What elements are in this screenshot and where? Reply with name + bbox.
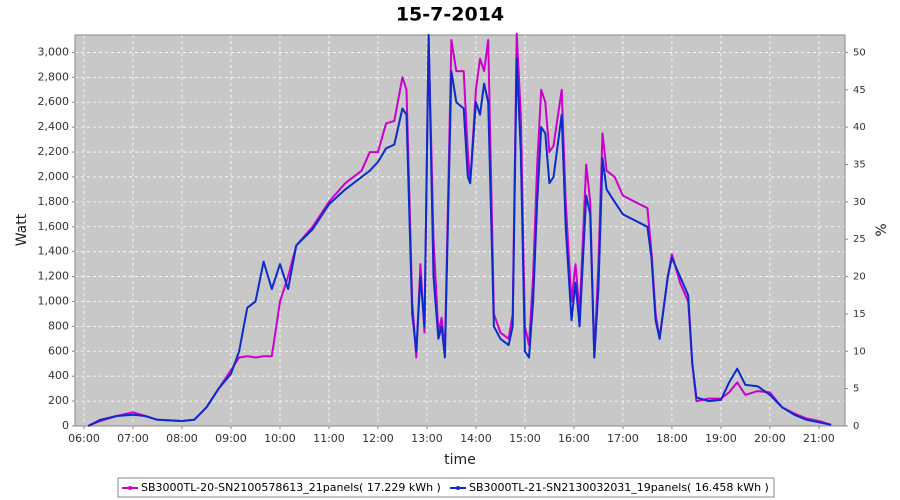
y2-tick-label: 45 bbox=[853, 85, 866, 96]
y2-axis-label: % bbox=[874, 223, 890, 236]
x-tick-label: 21:00 bbox=[803, 432, 835, 445]
y-tick-label: 2,200 bbox=[38, 145, 70, 158]
x-tick-label: 17:00 bbox=[607, 432, 639, 445]
series-line bbox=[87, 34, 832, 427]
y-tick-label: 800 bbox=[48, 319, 69, 332]
x-tick-label: 08:00 bbox=[166, 432, 198, 445]
x-tick-label: 07:00 bbox=[117, 432, 149, 445]
y2-tick-label: 50 bbox=[853, 47, 866, 58]
legend-label: SB3000TL-20-SN2100578613_21panels( 17.22… bbox=[141, 481, 441, 494]
legend bbox=[117, 477, 775, 498]
plot-border bbox=[74, 34, 846, 427]
chart-title: 15-7-2014 bbox=[396, 4, 504, 26]
y-tick-label: 1,400 bbox=[38, 245, 70, 258]
y2-tick-label: 5 bbox=[853, 384, 859, 395]
y2-tick-label: 0 bbox=[853, 421, 859, 432]
y-tick-label: 0 bbox=[62, 419, 69, 432]
series-line bbox=[87, 32, 832, 427]
legend-label: SB3000TL-21-SN2130032031_19panels( 16.45… bbox=[469, 481, 769, 494]
x-tick-label: 09:00 bbox=[215, 432, 247, 445]
x-tick-label: 16:00 bbox=[558, 432, 590, 445]
y-tick-label: 2,800 bbox=[38, 70, 70, 83]
x-tick-label: 12:00 bbox=[362, 432, 394, 445]
x-axis-label: time bbox=[444, 452, 476, 468]
x-tick-label: 10:00 bbox=[264, 432, 296, 445]
y2-tick-label: 25 bbox=[853, 234, 866, 245]
y-tick-label: 400 bbox=[48, 369, 69, 382]
x-tick-label: 20:00 bbox=[754, 432, 786, 445]
y-tick-label: 1,200 bbox=[38, 270, 70, 283]
y-tick-label: 3,000 bbox=[38, 45, 70, 58]
x-tick-label: 13:00 bbox=[411, 432, 443, 445]
y2-tick-label: 40 bbox=[853, 122, 866, 133]
y2-tick-label: 20 bbox=[853, 272, 866, 283]
x-tick-label: 11:00 bbox=[313, 432, 345, 445]
x-tick-label: 06:00 bbox=[68, 432, 100, 445]
y-tick-label: 200 bbox=[48, 394, 69, 407]
legend-marker bbox=[456, 486, 460, 490]
y-tick-label: 600 bbox=[48, 344, 69, 357]
y-axis-label: Watt bbox=[14, 213, 30, 246]
y2-tick-label: 10 bbox=[853, 346, 866, 357]
y-tick-label: 1,800 bbox=[38, 195, 70, 208]
y-tick-label: 2,000 bbox=[38, 170, 70, 183]
y2-tick-label: 35 bbox=[853, 159, 866, 170]
y2-tick-label: 15 bbox=[853, 309, 866, 320]
x-tick-label: 14:00 bbox=[460, 432, 492, 445]
plot-area bbox=[75, 35, 845, 426]
y-tick-label: 2,400 bbox=[38, 120, 70, 133]
y-tick-label: 1,000 bbox=[38, 294, 70, 307]
y2-tick-label: 30 bbox=[853, 197, 866, 208]
legend-marker bbox=[128, 486, 132, 490]
x-tick-label: 19:00 bbox=[705, 432, 737, 445]
x-tick-label: 15:00 bbox=[509, 432, 541, 445]
x-tick-label: 18:00 bbox=[656, 432, 688, 445]
y-tick-label: 1,600 bbox=[38, 220, 70, 233]
y-tick-label: 2,600 bbox=[38, 95, 70, 108]
